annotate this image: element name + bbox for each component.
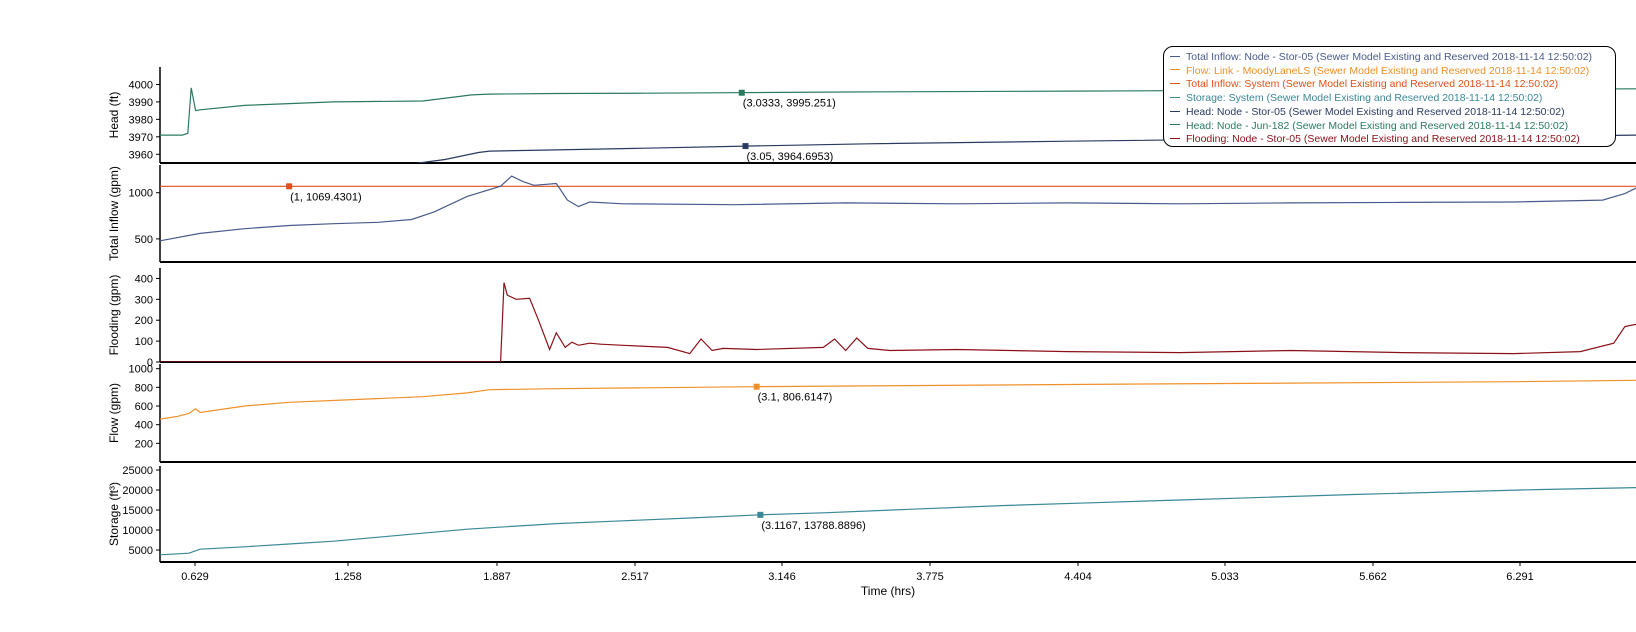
y-tick-label: 600 xyxy=(135,401,153,413)
legend-item: Flow: Link - MoodyLaneLS (Sewer Model Ex… xyxy=(1170,64,1589,78)
data-marker xyxy=(757,511,764,518)
y-tick-label: 300 xyxy=(135,294,153,306)
legend-swatch xyxy=(1170,55,1180,57)
x-tick-label: 2.517 xyxy=(621,571,649,583)
y-axis-label: Storage (ft³) xyxy=(107,482,121,546)
y-tick-label: 25000 xyxy=(122,465,153,477)
x-tick-label: 1.887 xyxy=(483,571,511,583)
series-line xyxy=(160,87,1636,136)
legend-item: Flooding: Node - Stor-05 (Sewer Model Ex… xyxy=(1170,132,1580,146)
y-tick-label: 200 xyxy=(135,315,153,327)
legend-swatch xyxy=(1170,96,1180,98)
data-label: (3.05, 3964.6953) xyxy=(747,151,834,163)
y-tick-label: 800 xyxy=(135,382,153,394)
series-line xyxy=(160,282,1636,362)
y-tick-label: 3990 xyxy=(129,97,153,109)
legend-label: Storage: System (Sewer Model Existing an… xyxy=(1186,92,1543,105)
x-tick-label: 4.404 xyxy=(1064,571,1092,583)
legend-label: Flow: Link - MoodyLaneLS (Sewer Model Ex… xyxy=(1186,64,1590,77)
y-tick-label: 3980 xyxy=(129,114,153,126)
data-marker xyxy=(742,143,749,150)
legend-item: Total Inflow: System (Sewer Model Existi… xyxy=(1170,77,1558,91)
legend: Total Inflow: Node - Stor-05 (Sewer Mode… xyxy=(1163,46,1616,147)
y-tick-label: 200 xyxy=(135,438,153,450)
legend-swatch xyxy=(1170,69,1180,71)
y-tick-label: 5000 xyxy=(129,545,153,557)
y-tick-label: 3960 xyxy=(129,149,153,161)
legend-item: Head: Node - Jun-182 (Sewer Model Existi… xyxy=(1170,119,1568,133)
x-tick-label: 1.258 xyxy=(334,571,362,583)
y-tick-label: 20000 xyxy=(122,485,153,497)
y-tick-label: 400 xyxy=(135,273,153,285)
x-tick-label: 3.146 xyxy=(768,571,796,583)
legend-swatch xyxy=(1170,110,1180,112)
y-tick-label: 1000 xyxy=(129,364,153,376)
y-tick-label: 1000 xyxy=(129,188,153,200)
series-line xyxy=(160,175,1636,242)
y-tick-label: 3970 xyxy=(129,132,153,144)
legend-swatch xyxy=(1170,137,1180,139)
series-line xyxy=(160,379,1636,420)
y-tick-label: 500 xyxy=(135,234,153,246)
x-tick-label: 6.291 xyxy=(1506,571,1534,583)
data-marker xyxy=(286,183,293,190)
legend-swatch xyxy=(1170,124,1180,126)
legend-label: Head: Node - Jun-182 (Sewer Model Existi… xyxy=(1186,119,1569,132)
y-tick-label: 400 xyxy=(135,420,153,432)
data-label: (3.1, 806.6147) xyxy=(758,392,833,404)
legend-label: Total Inflow: System (Sewer Model Existi… xyxy=(1186,78,1559,91)
data-label: (1, 1069.4301) xyxy=(290,191,362,203)
legend-item: Storage: System (Sewer Model Existing an… xyxy=(1170,91,1542,105)
y-axis-label: Flooding (gpm) xyxy=(107,275,121,356)
legend-label: Flooding: Node - Stor-05 (Sewer Model Ex… xyxy=(1186,133,1580,146)
y-tick-label: 0 xyxy=(147,357,153,369)
x-axis-label: Time (hrs) xyxy=(861,584,915,598)
x-tick-label: 0.629 xyxy=(181,571,209,583)
legend-label: Head: Node - Stor-05 (Sewer Model Existi… xyxy=(1186,105,1565,118)
y-axis-label: Total Inflow (gpm) xyxy=(107,166,121,261)
series-line xyxy=(160,487,1636,556)
y-axis-label: Head (ft) xyxy=(107,92,121,139)
x-tick-label: 3.775 xyxy=(916,571,944,583)
data-label: (3.0333, 3995.251) xyxy=(743,98,836,110)
legend-item: Total Inflow: Node - Stor-05 (Sewer Mode… xyxy=(1170,50,1592,64)
y-tick-label: 15000 xyxy=(122,505,153,517)
data-marker xyxy=(738,89,745,96)
y-tick-label: 4000 xyxy=(129,79,153,91)
x-tick-label: 5.033 xyxy=(1211,571,1239,583)
legend-label: Total Inflow: Node - Stor-05 (Sewer Mode… xyxy=(1186,51,1593,63)
data-label: (3.1167, 13788.8896) xyxy=(761,520,865,532)
y-tick-label: 100 xyxy=(135,336,153,348)
data-marker xyxy=(753,383,760,390)
legend-swatch xyxy=(1170,83,1180,85)
x-tick-label: 5.662 xyxy=(1359,571,1387,583)
y-tick-label: 10000 xyxy=(122,525,153,537)
legend-item: Head: Node - Stor-05 (Sewer Model Existi… xyxy=(1170,105,1565,119)
y-axis-label: Flow (gpm) xyxy=(107,383,121,443)
